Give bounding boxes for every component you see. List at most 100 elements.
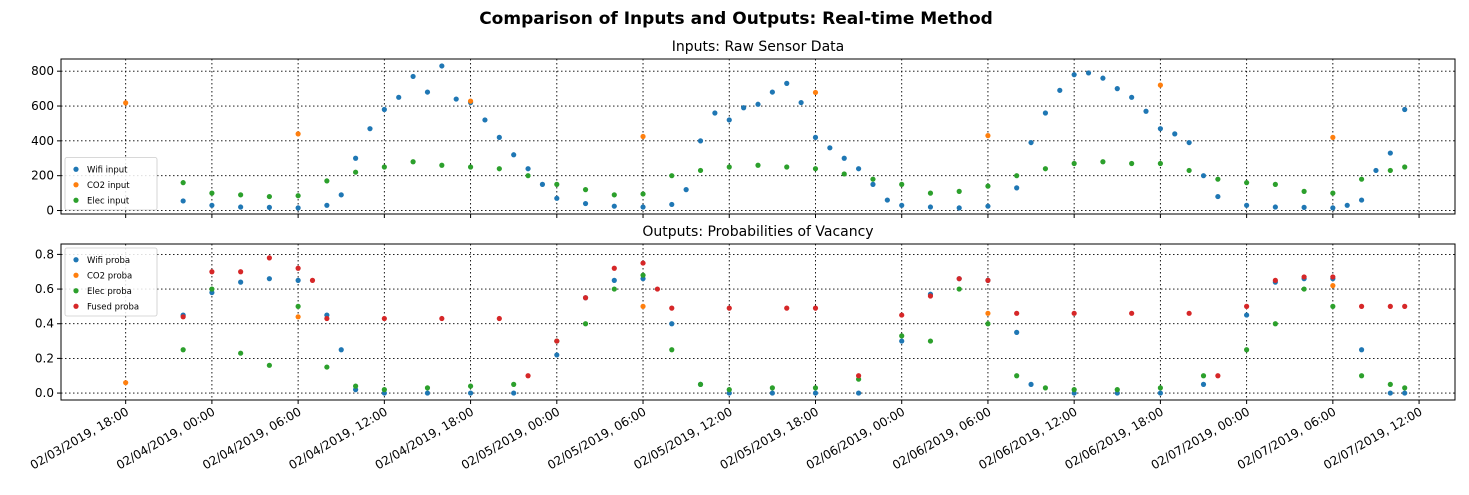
y-tick-label: 0.2 bbox=[35, 351, 54, 365]
data-point bbox=[295, 265, 301, 271]
data-point bbox=[741, 105, 747, 111]
data-point bbox=[295, 193, 301, 199]
data-point bbox=[927, 204, 934, 210]
data-point bbox=[956, 188, 962, 194]
data-point bbox=[784, 164, 790, 170]
data-point bbox=[554, 181, 560, 187]
data-point bbox=[841, 171, 847, 177]
data-point bbox=[496, 134, 502, 140]
inputs-plot-frame bbox=[60, 58, 1456, 215]
data-point bbox=[1244, 180, 1250, 186]
y-tick-label: 0.8 bbox=[35, 247, 54, 261]
data-point bbox=[324, 315, 330, 322]
data-point bbox=[1071, 72, 1077, 78]
data-point bbox=[482, 117, 488, 123]
data-point bbox=[1042, 166, 1049, 172]
y-tick-label: 800 bbox=[31, 64, 54, 78]
outputs-panel: Outputs: Probabilities of Vacancy 0.0 0.2… bbox=[28, 224, 1456, 472]
data-point bbox=[611, 192, 617, 198]
data-point bbox=[1330, 274, 1336, 280]
legend-marker bbox=[73, 182, 79, 188]
data-point bbox=[1387, 381, 1393, 387]
data-point bbox=[611, 277, 617, 283]
data-point bbox=[1373, 167, 1379, 174]
data-point bbox=[266, 204, 272, 210]
data-point bbox=[1071, 160, 1077, 167]
data-point bbox=[1129, 94, 1135, 100]
data-point bbox=[1344, 202, 1350, 208]
data-point bbox=[338, 347, 344, 353]
data-point bbox=[1244, 303, 1250, 309]
inputs-panel-title: Inputs: Raw Sensor Data bbox=[672, 39, 844, 55]
data-point bbox=[1330, 283, 1336, 289]
data-point bbox=[1100, 75, 1106, 81]
legend-marker bbox=[73, 166, 79, 172]
data-point bbox=[1387, 167, 1393, 174]
data-point bbox=[554, 338, 560, 344]
data-point bbox=[1301, 204, 1307, 210]
data-point bbox=[324, 178, 330, 184]
data-point bbox=[381, 387, 387, 393]
data-point bbox=[812, 134, 819, 140]
data-point bbox=[712, 110, 718, 116]
data-point bbox=[1272, 181, 1278, 187]
data-point bbox=[985, 277, 991, 283]
data-point bbox=[324, 202, 330, 208]
data-point bbox=[1244, 347, 1250, 353]
data-point bbox=[669, 305, 675, 311]
outputs-panel-title: Outputs: Probabilities of Vacancy bbox=[642, 224, 873, 240]
inputs-y-axis: 0 200 400 600 800 bbox=[31, 64, 61, 218]
data-point bbox=[582, 321, 589, 327]
outputs-gridlines bbox=[61, 244, 1455, 400]
data-point bbox=[410, 73, 416, 80]
data-point bbox=[1358, 303, 1365, 309]
data-point bbox=[855, 166, 862, 172]
data-point bbox=[956, 286, 962, 292]
data-point bbox=[669, 201, 675, 208]
data-point bbox=[1358, 373, 1365, 379]
y-tick-label: 0.6 bbox=[35, 282, 54, 296]
data-point bbox=[424, 385, 431, 391]
legend-label: Elec input bbox=[87, 196, 130, 206]
data-point bbox=[985, 203, 991, 209]
data-point bbox=[812, 305, 819, 311]
data-point bbox=[209, 190, 215, 196]
legend-label: Wifi input bbox=[87, 165, 128, 175]
data-point bbox=[669, 173, 675, 179]
data-point bbox=[1215, 373, 1221, 379]
data-point bbox=[1071, 310, 1077, 316]
data-point bbox=[1301, 286, 1307, 292]
data-point bbox=[697, 138, 704, 144]
data-point bbox=[899, 181, 905, 187]
data-point bbox=[1028, 139, 1034, 146]
data-point bbox=[769, 385, 775, 391]
data-point bbox=[884, 197, 890, 203]
y-tick-label: 200 bbox=[31, 169, 54, 183]
data-point bbox=[870, 181, 876, 187]
data-point bbox=[424, 89, 431, 95]
data-point bbox=[985, 133, 991, 139]
data-point bbox=[467, 164, 474, 170]
data-point bbox=[453, 96, 459, 102]
data-point bbox=[956, 205, 962, 211]
data-point bbox=[353, 383, 359, 389]
data-point bbox=[1200, 173, 1207, 179]
data-point bbox=[1157, 160, 1163, 167]
data-point bbox=[1215, 176, 1221, 182]
data-point bbox=[640, 272, 646, 278]
data-point bbox=[511, 152, 517, 158]
data-point bbox=[582, 187, 589, 193]
data-point bbox=[1114, 387, 1120, 393]
data-point bbox=[683, 187, 689, 193]
outputs-legend: Wifi proba CO2 proba Elec proba Fused proba bbox=[64, 247, 158, 317]
legend-marker bbox=[73, 197, 79, 203]
data-point bbox=[439, 162, 445, 168]
data-point bbox=[855, 390, 862, 396]
data-point bbox=[1387, 303, 1393, 309]
data-point bbox=[1330, 303, 1336, 309]
data-point bbox=[353, 169, 359, 175]
data-point bbox=[1402, 385, 1408, 391]
data-point bbox=[467, 98, 474, 104]
data-point bbox=[1387, 150, 1393, 156]
data-point bbox=[396, 94, 402, 100]
